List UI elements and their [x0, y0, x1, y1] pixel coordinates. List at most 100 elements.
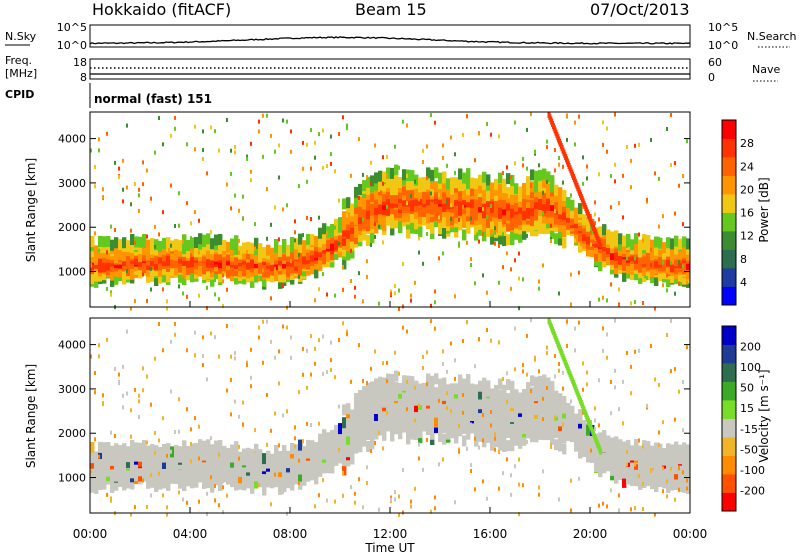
velocity-cell	[250, 448, 255, 460]
velocity-cell	[630, 466, 635, 478]
power-cell	[274, 205, 276, 210]
velocity-cell	[650, 344, 652, 348]
power-cell	[406, 187, 411, 199]
velocity-cell	[402, 390, 407, 402]
velocity-cell	[446, 384, 451, 396]
power-cell	[158, 259, 163, 271]
velocity-cell	[666, 479, 668, 484]
velocity-cell	[594, 406, 596, 411]
power-cell	[342, 225, 347, 237]
velocity-cell	[346, 455, 351, 467]
velocity-cell	[430, 384, 435, 396]
power-cell	[382, 155, 384, 160]
velocity-cell	[578, 448, 580, 453]
velocity-cell	[498, 340, 500, 345]
power-cell	[530, 183, 532, 188]
power-cell	[98, 242, 103, 253]
power-cell	[638, 268, 640, 273]
power-cell	[430, 191, 432, 196]
power-cell	[546, 223, 551, 235]
power-cell	[406, 179, 411, 191]
power-cell	[622, 255, 627, 267]
velocity-cell	[334, 431, 339, 442]
power-cell	[482, 179, 487, 191]
velocity-cell	[550, 406, 555, 417]
power-cell	[334, 225, 339, 236]
velocity-cell	[342, 451, 347, 463]
velocity-cell	[590, 448, 592, 453]
power-cell	[98, 148, 100, 153]
power-cell	[322, 128, 324, 133]
power-cell	[218, 148, 220, 153]
power-cell	[666, 288, 668, 293]
velocity-cell	[338, 447, 340, 452]
velocity-cell	[454, 400, 459, 412]
velocity-cell	[114, 434, 116, 438]
power-cell	[550, 227, 555, 239]
power-cell	[406, 202, 411, 214]
power-cell	[442, 251, 444, 256]
velocity-cell	[374, 378, 379, 390]
velocity-cell	[402, 375, 407, 387]
velocity-cell	[506, 399, 508, 404]
power-cell	[558, 234, 563, 246]
power-cell	[206, 285, 208, 290]
velocity-cell	[446, 391, 448, 396]
power-cell	[682, 264, 684, 269]
velocity-cell	[298, 480, 300, 485]
power-cell	[602, 224, 607, 236]
nsky-panel: N.Sky 10^5 10^0 10^5 10^0 N.Search	[5, 21, 797, 52]
velocity-cell	[322, 435, 327, 447]
velocity-cell	[462, 384, 467, 396]
power-cell	[458, 241, 460, 246]
velocity-cell	[438, 421, 440, 426]
velocity-cell	[670, 319, 672, 323]
velocity-cell	[162, 493, 164, 498]
velocity-cell	[162, 348, 164, 353]
power-cell	[186, 294, 188, 299]
velocity-cell	[642, 507, 644, 511]
velocity-cell	[550, 429, 552, 434]
velocity-cell	[462, 395, 467, 407]
power-cell	[610, 249, 615, 261]
velocity-cell	[654, 442, 659, 454]
power-cell	[486, 195, 491, 207]
velocity-cell	[490, 424, 495, 436]
velocity-cell	[118, 381, 120, 386]
velocity-cell	[382, 396, 387, 408]
velocity-cell	[90, 479, 95, 491]
velocity-cell	[398, 393, 403, 405]
velocity-cell	[650, 451, 655, 463]
power-cell	[426, 167, 431, 179]
velocity-cell	[486, 396, 491, 408]
velocity-cell	[154, 445, 159, 457]
velocity-cell	[474, 487, 476, 492]
velocity-cell	[142, 450, 147, 462]
power-cell	[450, 183, 455, 195]
power-cell	[282, 239, 287, 250]
velocity-cell	[638, 478, 643, 490]
power-cell	[622, 215, 624, 220]
power-cell	[546, 206, 551, 217]
power-cell	[150, 238, 155, 250]
power-cell	[374, 204, 379, 215]
velocity-cell	[450, 420, 455, 432]
velocity-cell	[382, 377, 387, 389]
velocity-cell	[274, 472, 279, 483]
power-cell	[378, 301, 380, 306]
power-cell	[470, 197, 475, 208]
velocity-cell	[638, 474, 640, 479]
velocity-cell	[258, 325, 260, 330]
power-cell	[350, 216, 355, 228]
velocity-cell	[614, 455, 619, 467]
power-cell	[294, 238, 296, 243]
velocity-cell	[582, 361, 584, 366]
power-cell	[342, 211, 347, 223]
power-cell	[378, 224, 380, 229]
power-cell	[178, 191, 180, 196]
velocity-cell	[602, 441, 607, 453]
velocity-cell	[166, 512, 168, 517]
velocity-cell	[270, 477, 275, 489]
power-cell	[518, 276, 520, 281]
velocity-cell	[222, 510, 224, 515]
